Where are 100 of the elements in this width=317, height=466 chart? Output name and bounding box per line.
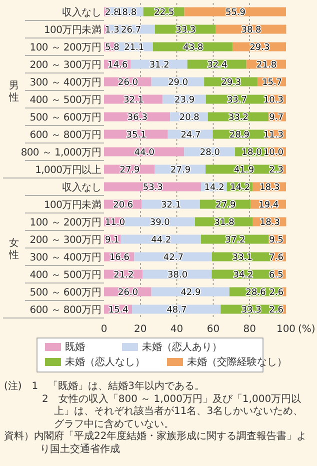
data-label: 32.4 bbox=[207, 60, 228, 71]
data-label: 21.1 bbox=[124, 43, 144, 54]
data-label: 11.0 bbox=[105, 218, 126, 228]
data-label: 6.5 bbox=[268, 270, 284, 281]
data-label: 28.9 bbox=[229, 130, 250, 141]
data-label: 38.0 bbox=[168, 270, 188, 281]
y-tick-label: 収入なし bbox=[62, 6, 101, 18]
data-label: 26.0 bbox=[118, 78, 138, 88]
data-label: 27.9 bbox=[216, 200, 236, 211]
data-label: 41.9 bbox=[234, 166, 254, 176]
data-label: 43.8 bbox=[183, 43, 204, 54]
data-label: 48.7 bbox=[166, 306, 187, 316]
data-label: 33.2 bbox=[228, 113, 249, 124]
data-label: 7.6 bbox=[269, 253, 284, 264]
data-label: 18.3 bbox=[260, 218, 280, 228]
data-label: 14.6 bbox=[108, 60, 128, 71]
text: (注) 1 「既婚」は、結婚3年以内である。 bbox=[4, 381, 206, 394]
data-label: 44.0 bbox=[134, 148, 155, 158]
data-label: 20.8 bbox=[179, 113, 200, 124]
y-tick-label: 1,000万円以上 bbox=[35, 164, 102, 176]
data-label: 10.0 bbox=[263, 148, 284, 158]
data-label: 15.7 bbox=[262, 78, 282, 88]
x-tick-label: 60 bbox=[206, 324, 220, 335]
y-tick-label: 300 ～ 400万円 bbox=[30, 77, 101, 88]
data-label: 33.7 bbox=[226, 96, 247, 106]
data-label: 33.3 bbox=[241, 306, 262, 316]
data-label: 18.0 bbox=[242, 148, 262, 158]
data-label: 44.2 bbox=[151, 236, 172, 246]
data-label: 9.1 bbox=[105, 236, 120, 246]
legend-label: 未婚（恋人なし） bbox=[65, 356, 145, 368]
data-label: 21.2 bbox=[114, 270, 134, 281]
y-tick-label: 300 ～ 400万円 bbox=[30, 252, 101, 264]
y-tick-label: 200 ～ 300万円 bbox=[30, 60, 101, 71]
data-label: 31.2 bbox=[149, 60, 170, 71]
data-label: 31.8 bbox=[214, 218, 235, 228]
data-label: 53.3 bbox=[142, 183, 163, 194]
data-label: 9.7 bbox=[269, 113, 284, 124]
data-label: 22.5 bbox=[154, 8, 174, 18]
data-label: 34.2 bbox=[233, 270, 254, 281]
data-label: 29.0 bbox=[168, 78, 188, 88]
data-label: 10.3 bbox=[263, 96, 284, 106]
data-label: 38.8 bbox=[241, 26, 262, 36]
data-label: 55.9 bbox=[225, 8, 246, 18]
data-label: 16.6 bbox=[109, 253, 130, 264]
legend-label: 未婚（恋人あり） bbox=[142, 341, 222, 353]
x-tick-label: 80 bbox=[243, 324, 256, 335]
data-label: 14.2 bbox=[204, 183, 224, 194]
data-label: 39.0 bbox=[150, 218, 170, 228]
data-label: 20.6 bbox=[113, 200, 134, 211]
data-label: 37.2 bbox=[225, 236, 246, 246]
data-label: 26.7 bbox=[121, 26, 142, 36]
data-label: 26.0 bbox=[118, 288, 138, 298]
y-tick-label: 収入なし bbox=[62, 181, 101, 194]
data-label: 29.3 bbox=[250, 43, 270, 54]
y-tick-label: 600 ～ 800万円 bbox=[30, 304, 101, 316]
data-label: 19.4 bbox=[258, 200, 280, 211]
data-label: 32.1 bbox=[124, 96, 144, 106]
y-tick-label: 800 ～ 1,000万円 bbox=[20, 147, 101, 158]
data-label: 28.6 bbox=[246, 288, 266, 298]
y-tick-label: 100 ～ 200万円 bbox=[30, 217, 101, 228]
data-label: 33.3 bbox=[176, 26, 196, 36]
data-label: 9.5 bbox=[269, 236, 284, 246]
x-tick-label: 40 bbox=[170, 324, 184, 335]
y-tick-label: 100 ～ 200万円 bbox=[30, 42, 101, 54]
data-label: 18.3 bbox=[260, 183, 280, 194]
y-tick-label: 200 ～ 300万円 bbox=[30, 234, 101, 246]
y-tick-label: 400 ～ 500万円 bbox=[30, 270, 101, 281]
data-label: 36.3 bbox=[127, 113, 148, 124]
data-label: 29.3 bbox=[221, 78, 242, 88]
data-label: 21.8 bbox=[256, 60, 277, 71]
data-label: 15.4 bbox=[108, 306, 129, 316]
data-label: 11.3 bbox=[263, 130, 284, 141]
legend-label: 未婚（交際経験なし） bbox=[187, 356, 287, 368]
y-tick-label: 400 ～ 500万円 bbox=[30, 94, 101, 106]
text: 男性 bbox=[8, 80, 19, 104]
legend-label: 既婚 bbox=[65, 342, 85, 353]
y-tick-label: 500 ～ 600万円 bbox=[30, 287, 101, 298]
data-label: 28.0 bbox=[200, 148, 220, 158]
data-label: 24.7 bbox=[180, 130, 201, 141]
data-label: 18.8 bbox=[116, 8, 137, 18]
data-label: 42.7 bbox=[163, 253, 184, 264]
y-tick-label: 100万円未満 bbox=[44, 24, 102, 36]
x-tick-label: 20 bbox=[134, 324, 147, 335]
x-axis-title: (%) bbox=[298, 324, 316, 335]
y-tick-label: 100万円未満 bbox=[44, 198, 102, 211]
y-tick-label: 500 ～ 600万円 bbox=[30, 112, 101, 124]
data-label: 1.3 bbox=[105, 26, 120, 36]
data-label: 42.9 bbox=[180, 288, 202, 298]
data-label: 33.1 bbox=[232, 253, 252, 264]
x-tick-label: 0 bbox=[100, 324, 108, 335]
data-label: 32.1 bbox=[161, 200, 182, 211]
y-tick-label: 600 ～ 800万円 bbox=[30, 130, 101, 141]
data-label: 14.2 bbox=[230, 183, 250, 194]
data-label: 5.8 bbox=[105, 43, 120, 54]
data-label: 35.1 bbox=[126, 130, 146, 141]
data-label: 27.9 bbox=[120, 166, 140, 176]
data-label: 23.9 bbox=[174, 96, 195, 106]
text: 資料）内閣府「平成22年度結婚・家族形成に関する調査報告書」より国土交通省作成 bbox=[4, 431, 308, 456]
x-tick-label: 100 bbox=[276, 324, 296, 335]
text: 2 女性の収入「800 ～ 1,000万円」及び「1,000万円以上」は、それぞれ該当者が11名、3名しかいないため、グラフ中に含めていない。 bbox=[41, 394, 304, 430]
